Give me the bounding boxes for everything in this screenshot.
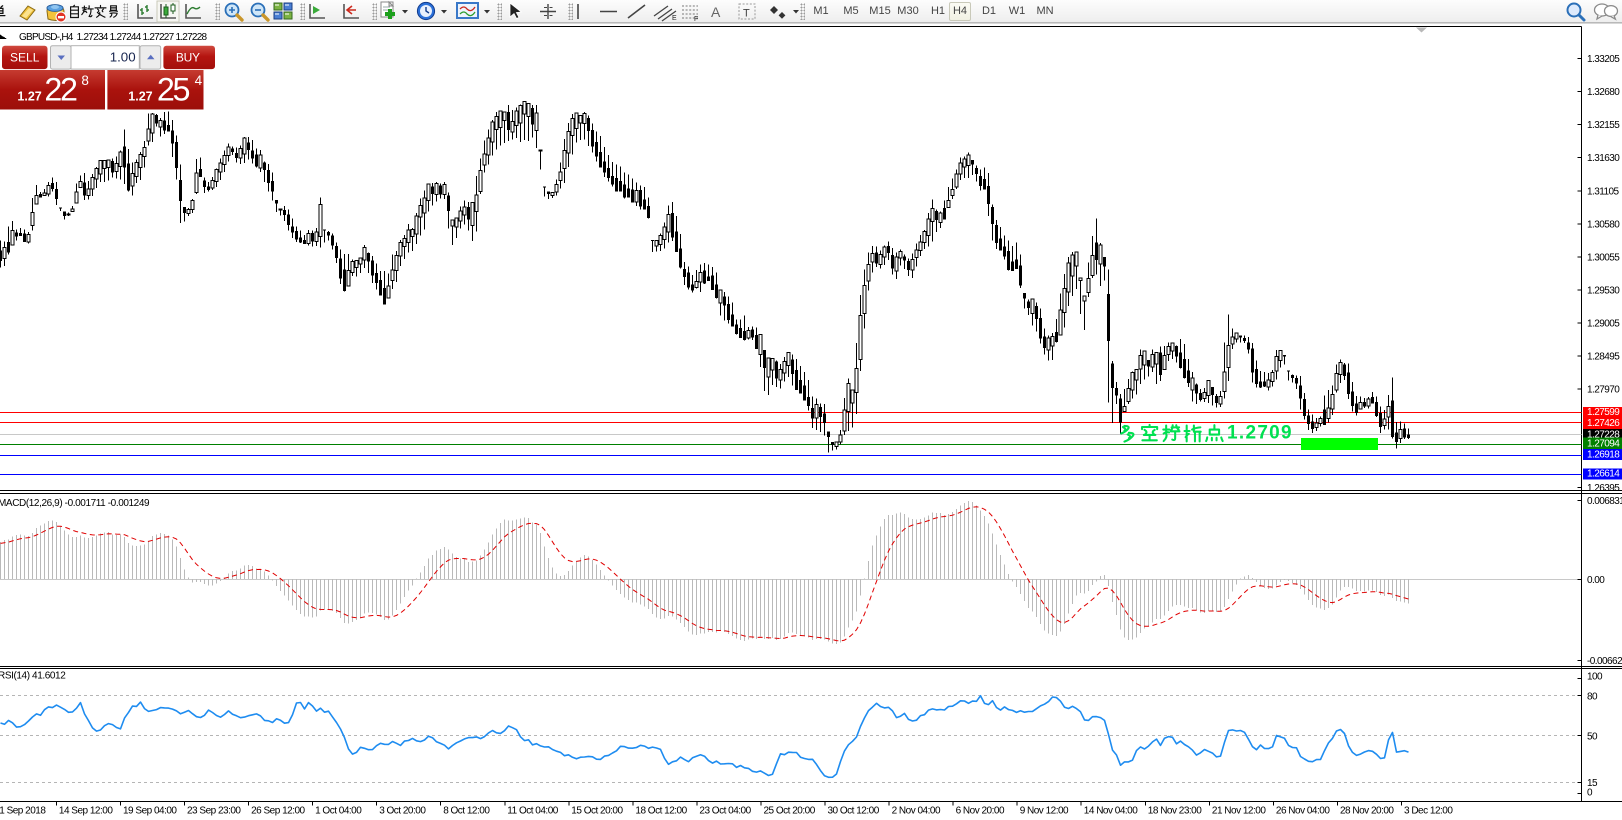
svg-text:25 Oct 20:00: 25 Oct 20:00 xyxy=(764,806,816,817)
svg-text:8: 8 xyxy=(81,73,89,88)
svg-text:30 Oct 12:00: 30 Oct 12:00 xyxy=(828,806,880,817)
svg-text:E: E xyxy=(672,15,677,22)
svg-text:MACD(12,26,9) -0.001711 -0.001: MACD(12,26,9) -0.001711 -0.001249 xyxy=(0,498,150,509)
svg-text:BUY: BUY xyxy=(176,51,200,65)
svg-text:1.29530: 1.29530 xyxy=(1587,286,1620,297)
svg-text:0: 0 xyxy=(1587,788,1593,799)
svg-text:1.29005: 1.29005 xyxy=(1587,319,1620,330)
svg-text:6 Nov 20:00: 6 Nov 20:00 xyxy=(956,806,1005,817)
svg-text:3 Oct 20:00: 3 Oct 20:00 xyxy=(379,806,426,817)
svg-text:A: A xyxy=(711,4,721,20)
svg-text:25: 25 xyxy=(157,72,190,108)
svg-text:1.27: 1.27 xyxy=(128,90,152,104)
svg-text:1.26395: 1.26395 xyxy=(1587,483,1620,494)
svg-text:11 Oct 04:00: 11 Oct 04:00 xyxy=(507,806,558,817)
svg-text:SELL: SELL xyxy=(10,51,40,65)
svg-text:1.27970: 1.27970 xyxy=(1587,385,1620,396)
svg-text:3 Dec 12:00: 3 Dec 12:00 xyxy=(1404,806,1453,817)
svg-text:14 Sep 12:00: 14 Sep 12:00 xyxy=(59,806,113,817)
svg-text:9 Nov 12:00: 9 Nov 12:00 xyxy=(1020,806,1069,817)
svg-text:23 Oct 04:00: 23 Oct 04:00 xyxy=(699,806,751,817)
svg-text:8 Oct 12:00: 8 Oct 12:00 xyxy=(443,806,490,817)
svg-text:1.27599: 1.27599 xyxy=(1587,407,1620,418)
svg-text:T: T xyxy=(743,8,750,20)
svg-text:28 Nov 20:00: 28 Nov 20:00 xyxy=(1340,806,1394,817)
svg-text:1.30055: 1.30055 xyxy=(1587,252,1620,263)
svg-text:26 Sep 12:00: 26 Sep 12:00 xyxy=(251,806,305,817)
svg-text:1.27094: 1.27094 xyxy=(1587,438,1620,449)
svg-text:1 Oct 04:00: 1 Oct 04:00 xyxy=(315,806,362,817)
svg-text:18 Oct 12:00: 18 Oct 12:00 xyxy=(635,806,687,817)
svg-text:18 Nov 23:00: 18 Nov 23:00 xyxy=(1148,806,1202,817)
svg-text:23 Sep 23:00: 23 Sep 23:00 xyxy=(187,806,241,817)
svg-text:50: 50 xyxy=(1587,732,1598,743)
svg-text:1.26614: 1.26614 xyxy=(1587,469,1620,480)
svg-text:1.31105: 1.31105 xyxy=(1587,186,1620,197)
svg-text:19 Sep 04:00: 19 Sep 04:00 xyxy=(123,806,177,817)
svg-text:0.006831: 0.006831 xyxy=(1587,496,1622,507)
svg-text:26 Nov 04:00: 26 Nov 04:00 xyxy=(1276,806,1330,817)
svg-text:1.32680: 1.32680 xyxy=(1587,87,1620,98)
svg-text:GBPUSD-,H4 1.27234 1.27244 1.: GBPUSD-,H4 1.27234 1.27244 1.27227 1.272… xyxy=(19,32,208,43)
svg-text:1.30580: 1.30580 xyxy=(1587,219,1620,230)
svg-text:F: F xyxy=(694,16,698,23)
svg-text:15 Oct 20:00: 15 Oct 20:00 xyxy=(571,806,623,817)
svg-text:21 Nov 12:00: 21 Nov 12:00 xyxy=(1212,806,1266,817)
svg-text:0.00: 0.00 xyxy=(1587,575,1605,586)
svg-text:14 Nov 04:00: 14 Nov 04:00 xyxy=(1084,806,1138,817)
svg-text:22: 22 xyxy=(44,72,77,108)
svg-text:1.27228: 1.27228 xyxy=(1587,429,1620,440)
svg-text:1.33205: 1.33205 xyxy=(1587,54,1620,65)
svg-text:1.28495: 1.28495 xyxy=(1587,352,1620,363)
svg-text:1.2709: 1.2709 xyxy=(1227,423,1293,444)
svg-text:4: 4 xyxy=(195,73,203,88)
svg-text:15: 15 xyxy=(1587,778,1598,789)
svg-text:RSI(14) 41.6012: RSI(14) 41.6012 xyxy=(0,671,66,682)
svg-text:1.00: 1.00 xyxy=(110,50,136,65)
svg-text:11 Sep 2018: 11 Sep 2018 xyxy=(0,806,46,817)
svg-text:2 Nov 04:00: 2 Nov 04:00 xyxy=(892,806,941,817)
svg-text:80: 80 xyxy=(1587,692,1598,703)
svg-text:1.26918: 1.26918 xyxy=(1587,449,1620,460)
svg-text:1.27: 1.27 xyxy=(17,90,41,104)
svg-text:1.32155: 1.32155 xyxy=(1587,120,1620,131)
svg-text:1.31630: 1.31630 xyxy=(1587,153,1620,164)
svg-text:100: 100 xyxy=(1587,672,1603,683)
svg-text:-0.00662: -0.00662 xyxy=(1587,656,1622,667)
svg-text:1.27426: 1.27426 xyxy=(1587,418,1620,429)
